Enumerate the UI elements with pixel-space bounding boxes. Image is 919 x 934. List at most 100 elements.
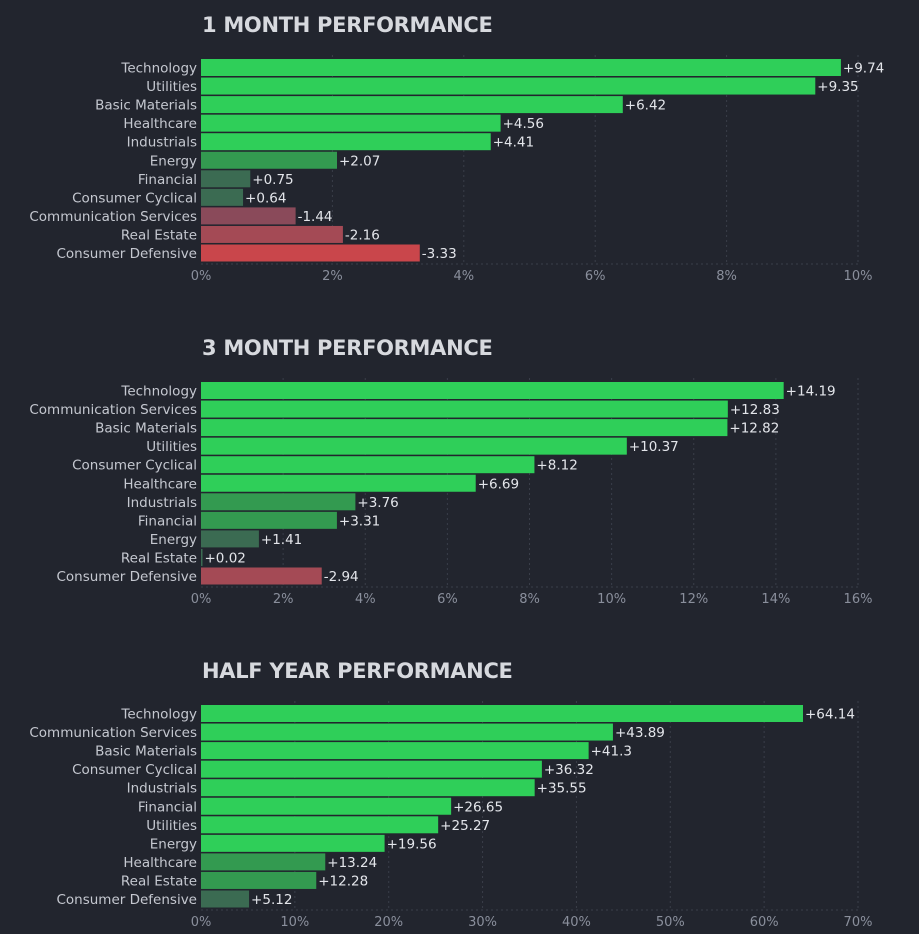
bar <box>201 170 251 188</box>
value-label: +6.69 <box>478 476 519 492</box>
category-label: Energy <box>150 153 197 169</box>
bar <box>201 474 476 492</box>
x-tick-label: 10% <box>280 915 309 930</box>
x-tick-label: 50% <box>656 915 685 930</box>
category-label: Healthcare <box>123 855 197 871</box>
bar <box>201 151 337 169</box>
chart-title: 3 MONTH PERFORMANCE <box>202 336 493 360</box>
bar <box>201 530 259 548</box>
bar <box>201 456 535 474</box>
value-label: +4.56 <box>503 116 544 132</box>
bar <box>201 96 623 114</box>
category-label: Healthcare <box>123 476 197 492</box>
x-tick-label: 6% <box>585 269 606 284</box>
x-tick-label: 60% <box>750 915 779 930</box>
value-label: +1.41 <box>261 532 302 548</box>
chart-half-year: HALF YEAR PERFORMANCE Technology +64.14 Co… <box>0 646 919 934</box>
value-label: +26.65 <box>453 799 503 815</box>
x-tick-label: 0% <box>191 915 212 930</box>
chart-3-month: 3 MONTH PERFORMANCE Technology +14.19 Comm… <box>0 323 919 623</box>
chart-title: 1 MONTH PERFORMANCE <box>202 13 493 37</box>
bar <box>201 419 728 437</box>
value-label: +36.32 <box>544 762 594 778</box>
value-label: -1.44 <box>298 209 333 225</box>
x-tick-label: 4% <box>355 592 376 607</box>
category-label: Technology <box>120 707 197 723</box>
chart-title: HALF YEAR PERFORMANCE <box>202 659 513 683</box>
value-label: +12.83 <box>730 402 780 418</box>
bar <box>201 400 728 418</box>
category-label: Financial <box>138 799 197 815</box>
bar <box>201 723 613 741</box>
x-tick-label: 20% <box>374 915 403 930</box>
x-tick-label: 8% <box>519 592 540 607</box>
category-label: Technology <box>120 384 197 400</box>
bar <box>201 437 627 455</box>
category-label: Energy <box>150 532 197 548</box>
bar <box>201 77 816 95</box>
category-label: Technology <box>120 61 197 77</box>
x-tick-label: 0% <box>191 592 212 607</box>
bar <box>201 493 356 511</box>
category-label: Real Estate <box>121 873 197 889</box>
category-label: Industrials <box>127 495 197 511</box>
value-label: +4.41 <box>493 135 534 151</box>
value-label: +9.74 <box>843 61 884 77</box>
value-label: +10.37 <box>629 439 679 455</box>
bar <box>201 567 322 585</box>
category-label: Real Estate <box>121 227 197 243</box>
bar <box>201 834 385 852</box>
category-label: Communication Services <box>29 402 197 418</box>
category-label: Consumer Cyclical <box>72 190 197 206</box>
value-label: +19.56 <box>387 836 437 852</box>
category-label: Communication Services <box>29 209 197 225</box>
bar <box>201 207 296 225</box>
category-label: Consumer Defensive <box>56 569 197 585</box>
bar <box>201 742 589 760</box>
value-label: +3.76 <box>357 495 398 511</box>
category-label: Industrials <box>127 135 197 151</box>
value-label: +3.31 <box>339 513 380 529</box>
bar <box>201 797 452 815</box>
value-label: +0.64 <box>245 190 286 206</box>
bar <box>201 816 439 834</box>
category-label: Utilities <box>146 818 197 834</box>
bar <box>201 853 326 871</box>
value-label: -2.94 <box>324 569 359 585</box>
bar <box>201 244 420 262</box>
chart-1-month: 1 MONTH PERFORMANCE Technology +9.74 Utili… <box>0 0 919 300</box>
value-label: +43.89 <box>615 725 665 741</box>
value-label: +8.12 <box>536 458 577 474</box>
x-tick-label: 2% <box>322 269 343 284</box>
category-label: Financial <box>138 172 197 188</box>
value-label: -3.33 <box>422 246 457 262</box>
category-label: Basic Materials <box>95 98 197 114</box>
x-tick-label: 8% <box>716 269 737 284</box>
bar <box>201 871 317 889</box>
bar <box>201 779 535 797</box>
bar-chart-svg: Technology +64.14 Communication Services +4… <box>29 701 873 930</box>
bar <box>201 382 784 399</box>
value-label: -2.16 <box>345 227 380 243</box>
category-label: Communication Services <box>29 725 197 741</box>
bar <box>201 188 244 206</box>
category-label: Healthcare <box>123 116 197 132</box>
x-tick-label: 10% <box>597 592 626 607</box>
bar-chart-svg: Technology +9.74 Utilities +9.35 Basic Mater… <box>29 55 884 284</box>
bar <box>201 225 343 243</box>
x-tick-label: 30% <box>468 915 497 930</box>
bar <box>201 705 803 722</box>
category-label: Consumer Defensive <box>56 892 197 908</box>
x-tick-label: 0% <box>191 269 212 284</box>
category-label: Utilities <box>146 439 197 455</box>
category-label: Consumer Defensive <box>56 246 197 262</box>
bar <box>201 114 501 132</box>
value-label: +64.14 <box>805 707 855 723</box>
x-tick-label: 40% <box>562 915 591 930</box>
category-label: Real Estate <box>121 550 197 566</box>
x-tick-label: 16% <box>844 592 873 607</box>
x-tick-label: 12% <box>679 592 708 607</box>
x-tick-label: 70% <box>844 915 873 930</box>
value-label: +41.3 <box>591 744 632 760</box>
bar <box>201 133 491 151</box>
